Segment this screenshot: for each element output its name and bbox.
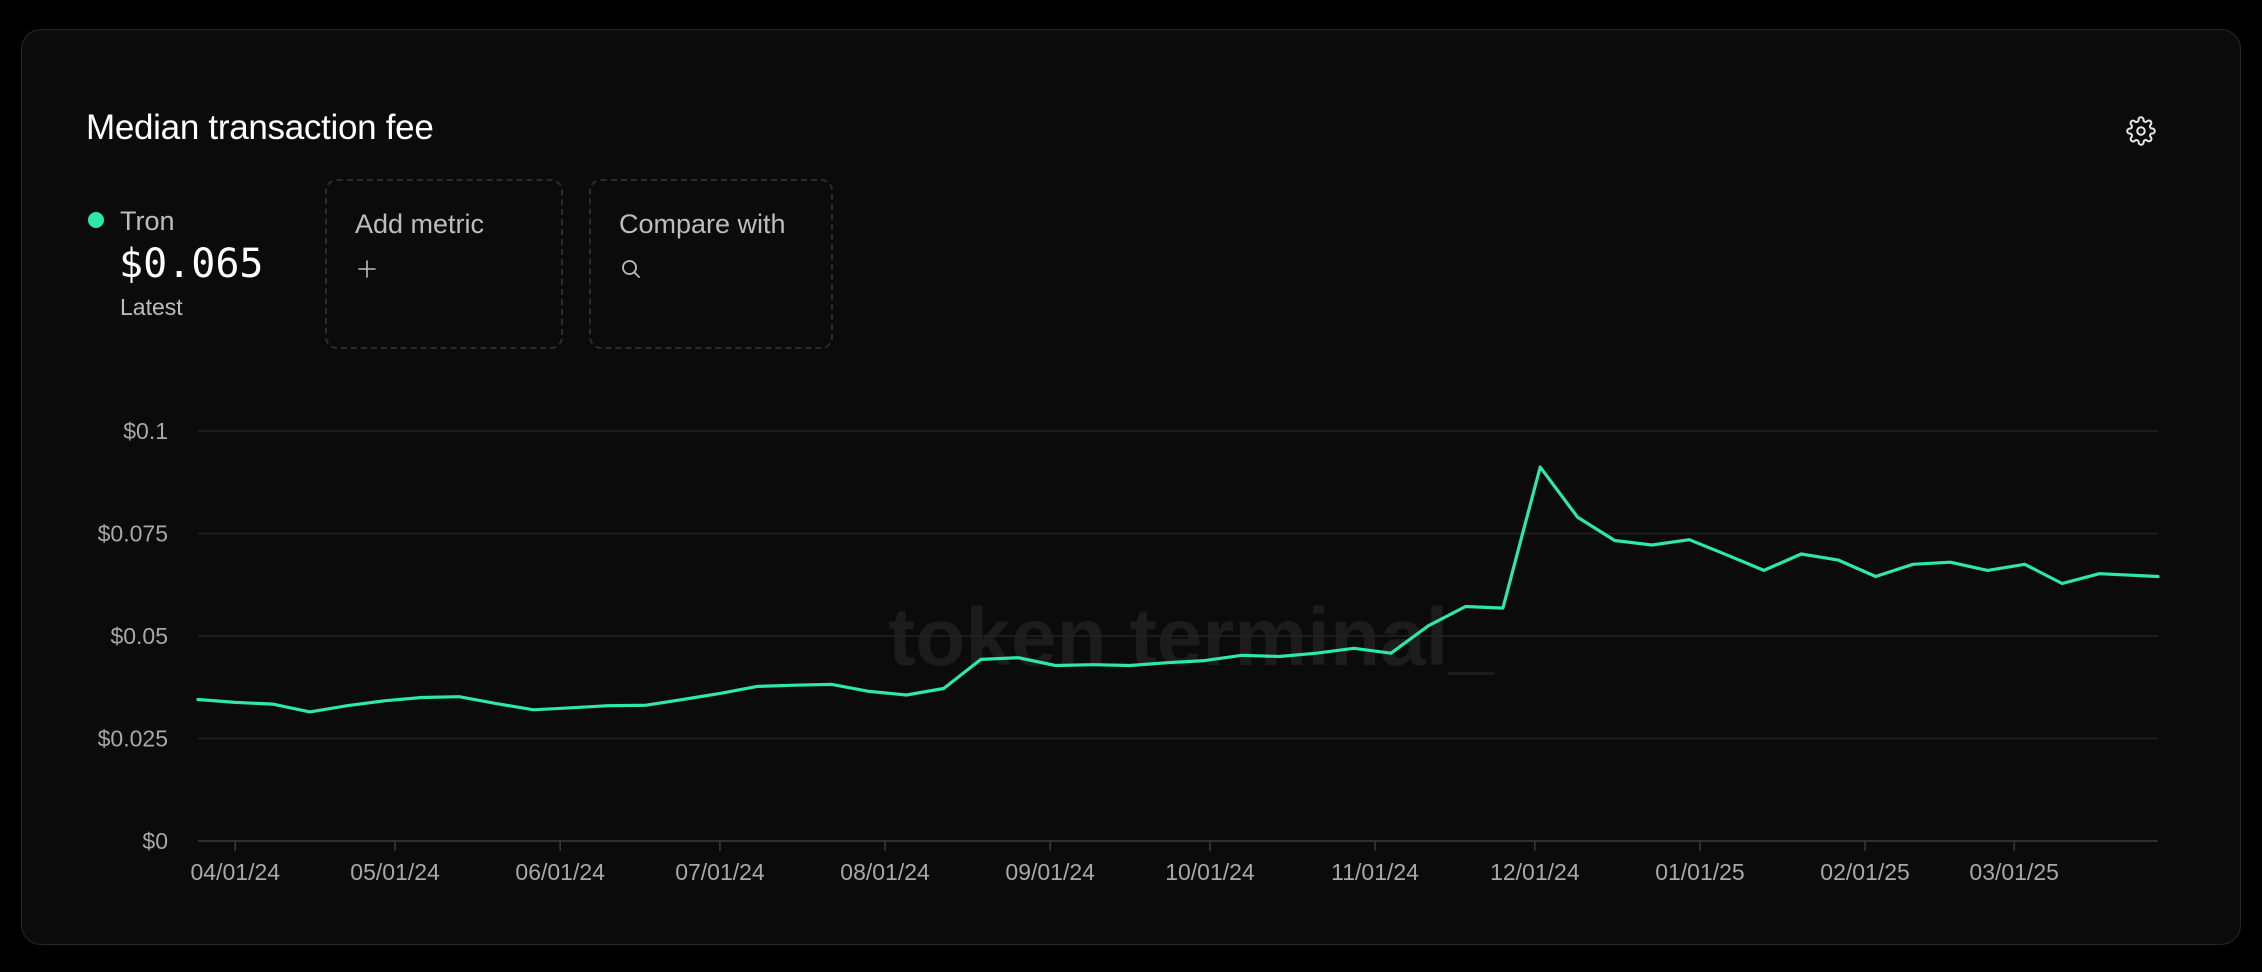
settings-gear-icon[interactable]: [2126, 116, 2156, 146]
plus-icon: [358, 260, 376, 278]
y-tick-label: $0.05: [110, 623, 168, 649]
x-tick-label: 07/01/24: [675, 859, 765, 885]
x-tick-label: 04/01/24: [191, 859, 281, 885]
y-tick-label: $0.025: [98, 726, 168, 752]
series-latest-label: Latest: [120, 294, 183, 320]
x-tick-label: 03/01/25: [1969, 859, 2059, 885]
x-tick-label: 08/01/24: [840, 859, 930, 885]
chart-card: [21, 29, 2241, 945]
y-tick-label: $0.075: [98, 521, 168, 547]
compare-with-label: Compare with: [619, 209, 786, 239]
x-tick-label: 11/01/24: [1331, 859, 1419, 885]
series-latest-value: $0.065: [119, 241, 264, 287]
watermark: token terminal_: [888, 592, 1495, 683]
compare-with-button[interactable]: Compare with: [589, 179, 833, 349]
x-tick-label: 05/01/24: [350, 859, 440, 885]
x-tick-label: 02/01/25: [1820, 859, 1910, 885]
add-metric-label: Add metric: [355, 209, 485, 239]
chart-title: Median transaction fee: [86, 108, 434, 147]
y-tick-label: $0: [142, 828, 168, 854]
x-tick-label: 01/01/25: [1655, 859, 1745, 885]
y-tick-label: $0.1: [123, 418, 168, 444]
x-tick-label: 10/01/24: [1165, 859, 1255, 885]
add-metric-button[interactable]: Add metric: [325, 179, 563, 349]
series-line-tron[interactable]: [196, 465, 2160, 714]
x-tick-label: 06/01/24: [515, 859, 605, 885]
x-tick-label: 12/01/24: [1490, 859, 1580, 885]
x-tick-label: 09/01/24: [1005, 859, 1095, 885]
series-name: Tron: [120, 206, 175, 236]
series-color-dot: [88, 212, 104, 228]
search-icon: [622, 260, 640, 278]
